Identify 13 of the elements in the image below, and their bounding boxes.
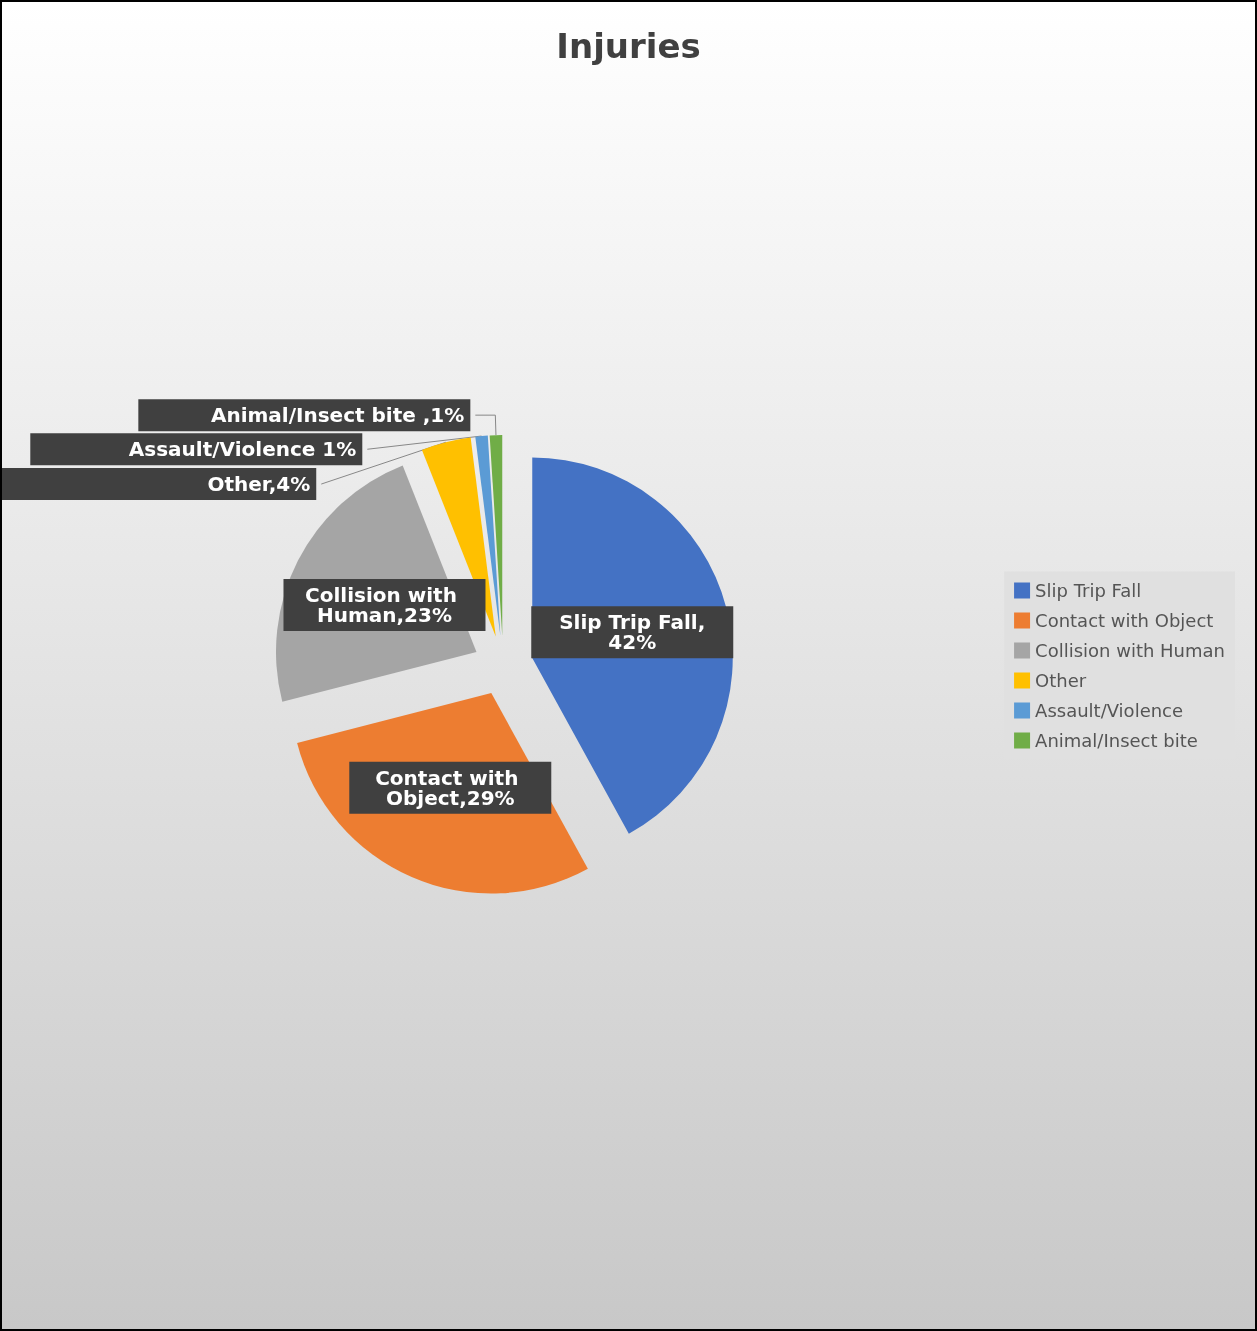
- legend-label: Contact with Object: [1035, 610, 1214, 631]
- legend-label: Animal/Insect bite: [1035, 730, 1198, 751]
- legend-label: Collision with Human: [1035, 640, 1226, 661]
- data-label: Other,4%: [207, 472, 311, 497]
- legend-label: Assault/Violence: [1035, 700, 1184, 721]
- data-label: Contact with Object,29%: [375, 765, 526, 810]
- data-label: Assault/Violence 1%: [128, 437, 357, 462]
- chart-title: Injuries: [556, 26, 701, 66]
- legend-label: Other: [1035, 670, 1087, 691]
- legend-label: Slip Trip Fall: [1035, 580, 1142, 601]
- data-label: Animal/Insect bite ,1%: [210, 403, 465, 428]
- data-label: Collision with Human,23%: [305, 583, 464, 628]
- data-label: Slip Trip Fall,42%: [559, 610, 706, 655]
